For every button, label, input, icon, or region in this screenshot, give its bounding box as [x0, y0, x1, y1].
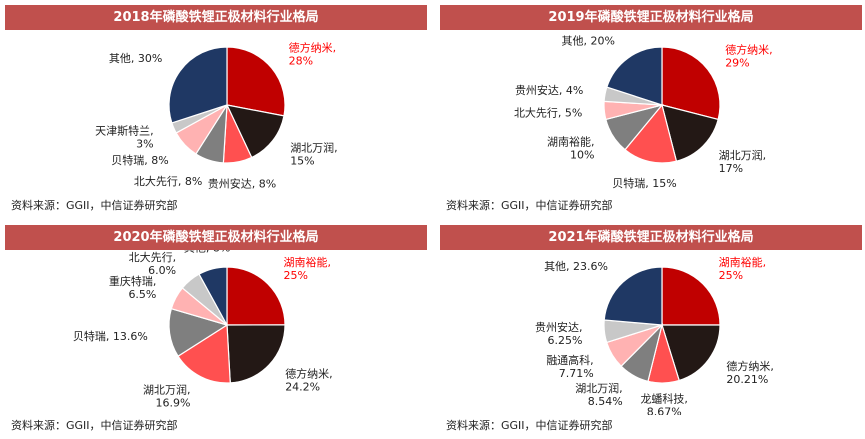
- slice-label: 湖北万润, 15%: [290, 141, 338, 168]
- pie-panel-2020: 2020年磷酸铁锂正极材料行业格局 湖南裕能, 25% 德方纳米, 24.2% 湖北万润…: [5, 225, 427, 434]
- pie-chart-2018: 德方纳米, 28% 湖北万润, 15% 贵州安达, 8% 北大先行, 8% 贝特瑞, 8% 天…: [95, 41, 338, 191]
- chart-title: 2021年磷酸铁锂正极材料行业格局: [440, 225, 862, 250]
- source-note: 资料来源：GGII，中信证券研究部: [11, 419, 178, 432]
- pie-slice: [226, 46, 286, 117]
- slice-label: 德方纳米, 24.2%: [285, 366, 333, 393]
- pie-slice: [661, 46, 721, 121]
- pie-panel-2019: 2019年磷酸铁锂正极材料行业格局 德方纳米, 29% 湖北万润, 17% 贝特瑞, 1…: [440, 5, 862, 214]
- slice-label: 湖南裕能, 25%: [284, 255, 332, 282]
- slice-label: 湖北万润, 8.54%: [575, 381, 623, 408]
- slice-label: 其他, 8%: [184, 250, 230, 255]
- slice-label: 贝特瑞, 15%: [612, 176, 676, 190]
- slice-label: 贵州安达, 4%: [515, 83, 583, 97]
- slice-label: 贝特瑞, 13.6%: [73, 329, 148, 343]
- pie-slice: [225, 104, 285, 159]
- pie-panel-2018: 2018年磷酸铁锂正极材料行业格局 德方纳米, 28% 湖北万润, 15% 贵州安达, …: [5, 5, 427, 214]
- slice-label: 湖北万润, 17%: [719, 148, 767, 175]
- slice-label: 其他, 23.6%: [544, 260, 608, 273]
- pie-slice: [606, 46, 663, 106]
- pie-slice: [168, 46, 228, 124]
- pie-panel-2021: 2021年磷酸铁锂正极材料行业格局 湖南裕能, 25% 德方纳米, 20.21% 龙蟠科…: [440, 225, 862, 434]
- slice-label: 重庆特瑞, 6.5%: [109, 274, 157, 301]
- pie-slice: [226, 266, 286, 326]
- slice-label: 龙蟠科技, 8.67%: [640, 392, 688, 416]
- slice-label: 贝特瑞, 8%: [111, 153, 168, 167]
- pie-chart-2021: 湖南裕能, 25% 德方纳米, 20.21% 龙蟠科技, 8.67% 湖北万润, 8.54%融…: [535, 255, 774, 416]
- slice-label: 北大先行, 6.0%: [129, 250, 177, 277]
- slice-label: 德方纳米, 20.21%: [726, 359, 774, 386]
- pie-slice: [661, 324, 721, 382]
- slice-label: 其他, 30%: [109, 52, 162, 65]
- slice-label: 湖南裕能, 10%: [547, 134, 595, 161]
- slice-label: 德方纳米, 29%: [725, 43, 773, 70]
- slice-label: 天津斯特兰, 3%: [95, 123, 154, 150]
- slice-label: 贵州安达, 6.25%: [535, 320, 583, 347]
- slice-label: 北大先行, 5%: [514, 106, 582, 120]
- slice-label: 北大先行, 8%: [134, 174, 202, 188]
- source-note: 资料来源：GGII，中信证券研究部: [446, 419, 613, 432]
- pie-slice: [661, 266, 721, 326]
- pie-slice: [198, 266, 228, 326]
- source-note: 资料来源：GGII，中信证券研究部: [11, 199, 178, 212]
- slice-label: 湖北万润, 16.9%: [143, 383, 191, 410]
- pie-chart-2020: 湖南裕能, 25% 德方纳米, 24.2% 湖北万润, 16.9% 贝特瑞, 13.6% 重庆…: [73, 250, 333, 410]
- pie-slice: [226, 324, 286, 384]
- source-note: 资料来源：GGII，中信证券研究部: [446, 199, 613, 212]
- pie-slice: [603, 266, 663, 326]
- pie-slice: [661, 104, 719, 162]
- pie-chart-2019: 德方纳米, 29% 湖北万润, 17% 贝特瑞, 15% 湖南裕能, 10% 北大先行, 5%…: [514, 34, 773, 190]
- slice-label: 德方纳米, 28%: [289, 41, 337, 68]
- slice-label: 其他, 20%: [562, 34, 615, 47]
- slice-label: 融通高科, 7.71%: [546, 353, 594, 380]
- slice-label: 湖南裕能, 25%: [719, 255, 767, 282]
- pie-slice: [624, 103, 678, 164]
- chart-title: 2019年磷酸铁锂正极材料行业格局: [440, 5, 862, 30]
- chart-title: 2020年磷酸铁锂正极材料行业格局: [5, 225, 427, 250]
- pie-slice: [177, 323, 231, 384]
- slice-label: 贵州安达, 8%: [208, 177, 276, 191]
- chart-title: 2018年磷酸铁锂正极材料行业格局: [5, 5, 427, 30]
